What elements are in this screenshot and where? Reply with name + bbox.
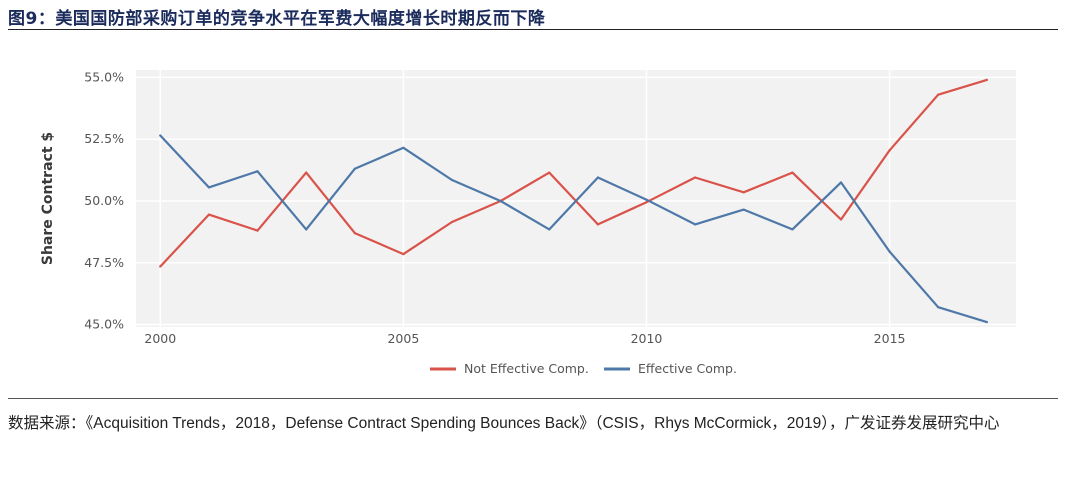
title-divider (8, 29, 1058, 30)
legend-label: Effective Comp. (638, 361, 737, 376)
data-point-effective-comp (645, 198, 648, 201)
data-point-effective-comp (450, 178, 454, 182)
y-tick-label: 52.5% (84, 131, 124, 146)
data-point-not-effective-comp (839, 218, 843, 221)
series-line-not-effective-comp (159, 78, 988, 268)
x-tick-label: 2010 (631, 331, 663, 346)
data-point-not-effective-comp (548, 171, 551, 174)
source-note: 数据来源：《Acquisition Trends，2018，Defense Co… (8, 415, 1000, 432)
data-point-effective-comp (937, 306, 940, 309)
data-point-not-effective-comp (645, 201, 648, 204)
legend-label: Not Effective Comp. (464, 361, 589, 376)
data-point-not-effective-comp (985, 78, 988, 81)
data-point-effective-comp (353, 167, 356, 170)
data-point-not-effective-comp (742, 191, 745, 194)
data-point-effective-comp (256, 170, 259, 173)
data-point-not-effective-comp (402, 253, 405, 256)
series-line-effective-comp (159, 134, 988, 324)
data-point-effective-comp (694, 223, 697, 226)
data-point-effective-comp (985, 320, 988, 324)
y-axis-label: Share Contract $ (40, 132, 56, 265)
data-point-not-effective-comp (305, 171, 308, 174)
data-point-effective-comp (548, 228, 551, 231)
data-point-not-effective-comp (791, 171, 794, 174)
data-point-effective-comp (742, 208, 745, 211)
figure-title: 图9：美国国防部采购订单的竞争水平在军费大幅度增长时期反而下降 (8, 9, 546, 29)
data-point-not-effective-comp (937, 93, 940, 96)
data-point-effective-comp (207, 186, 211, 189)
data-point-not-effective-comp (888, 149, 891, 152)
data-point-effective-comp (596, 176, 599, 179)
x-tick-label: 2000 (144, 331, 176, 346)
x-tick-label: 2005 (387, 331, 419, 346)
line-chart: 45.0% 47.5% 50.0% 52.5% 55.0% 2000 2005 2010 201… (40, 69, 1016, 376)
plot-area (136, 70, 1016, 327)
data-point-effective-comp (791, 228, 794, 231)
source-divider (8, 398, 1058, 399)
y-tick-label: 55.0% (84, 69, 124, 84)
data-point-not-effective-comp (694, 176, 697, 179)
data-point-effective-comp (499, 199, 502, 203)
data-point-effective-comp (159, 134, 162, 137)
x-tick-label: 2015 (874, 331, 906, 346)
data-point-not-effective-comp (596, 223, 599, 226)
y-tick-label: 50.0% (84, 193, 124, 208)
data-point-not-effective-comp (450, 220, 454, 224)
data-point-not-effective-comp (159, 265, 162, 268)
data-point-not-effective-comp (256, 229, 259, 232)
data-point-not-effective-comp (353, 231, 356, 235)
y-tick-label: 47.5% (84, 255, 124, 270)
data-point-effective-comp (839, 181, 843, 184)
data-point-effective-comp (402, 146, 405, 149)
data-point-not-effective-comp (207, 213, 211, 216)
data-point-effective-comp (305, 228, 308, 231)
y-tick-label: 45.0% (84, 317, 124, 332)
data-point-effective-comp (888, 250, 891, 253)
